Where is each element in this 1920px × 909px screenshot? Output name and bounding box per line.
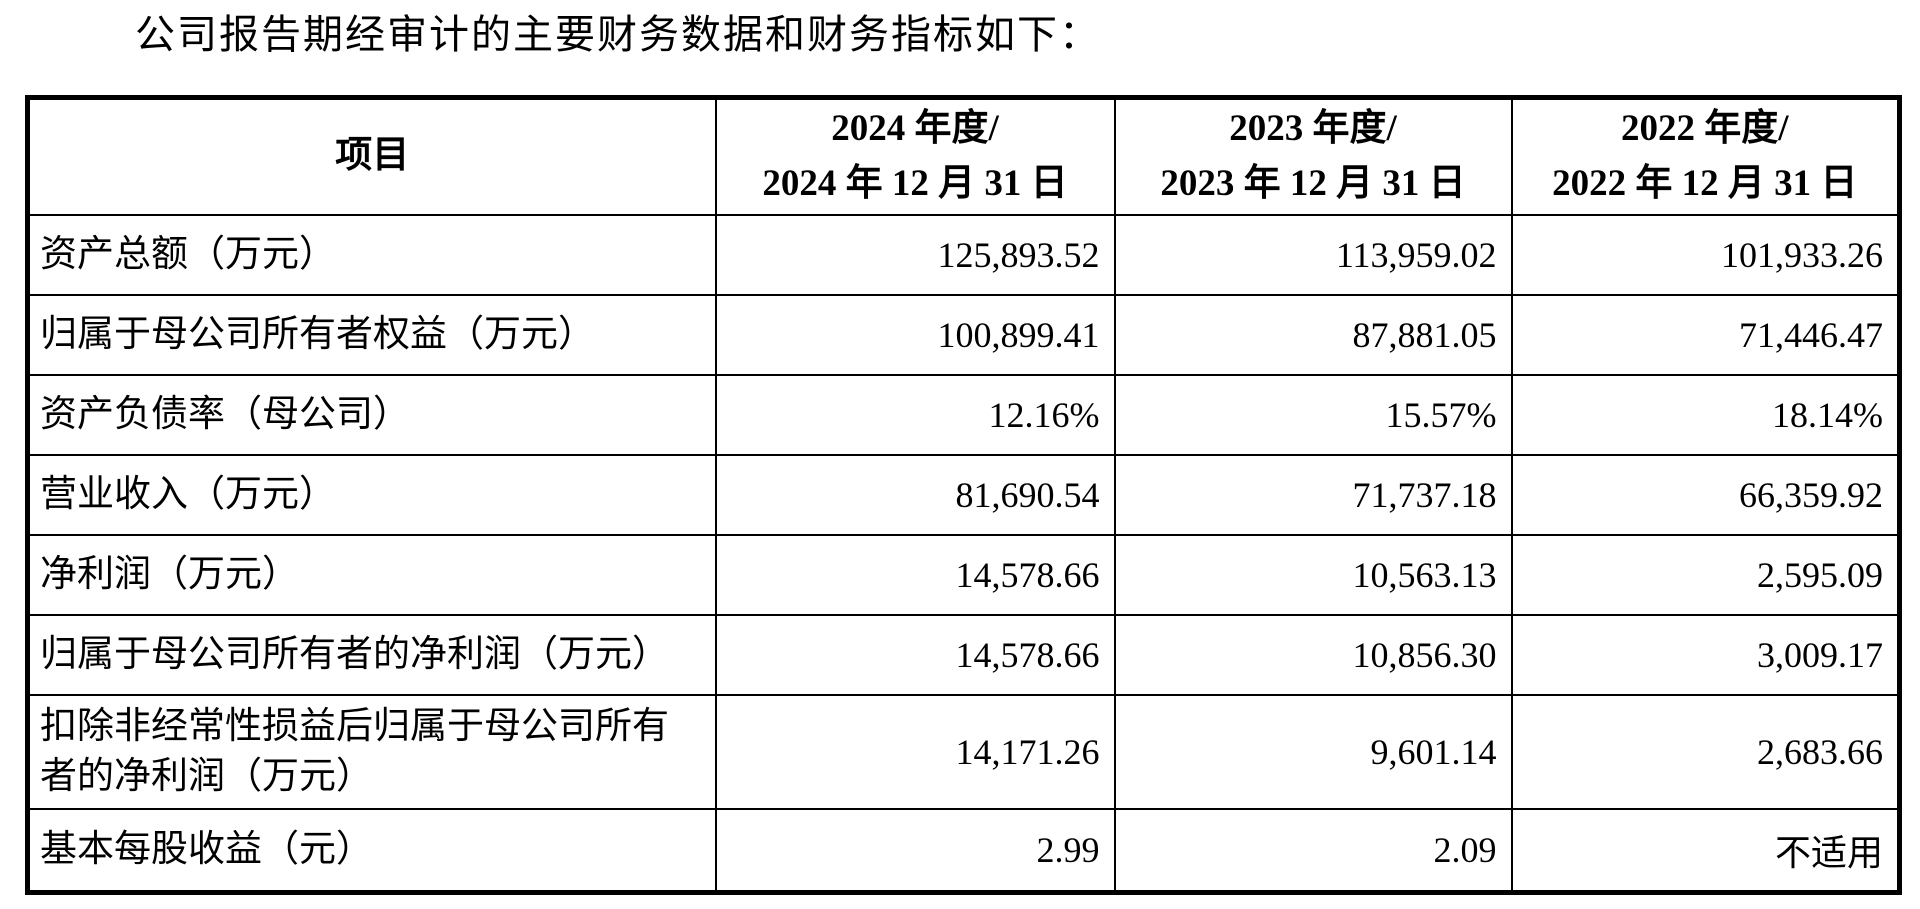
table-row-debt-ratio: 资产负债率（母公司） 12.16% 15.57% 18.14% (26, 373, 1901, 456)
header-row: 项目 2024 年度/ 2024 年 12 月 31 日 2023 年度/ 20… (26, 96, 1901, 216)
value-cell: 14,578.66 (714, 533, 1116, 616)
value-cell: 113,959.02 (1113, 213, 1513, 296)
table-row-total-assets: 资产总额（万元） 125,893.52 113,959.02 101,933.2… (26, 213, 1901, 296)
column-header-2022-line2: 2022 年 12 月 31 日 (1552, 162, 1858, 204)
item-header-label: 项目 (335, 135, 410, 177)
value-cell: 10,856.30 (1113, 613, 1513, 696)
value-cell: 12.16% (714, 373, 1116, 456)
column-header-2023-line2: 2023 年 12 月 31 日 (1160, 162, 1466, 204)
table-row-revenue: 营业收入（万元） 81,690.54 71,737.18 66,359.92 (26, 453, 1901, 536)
column-header-2023-line1: 2023 年度/ (1229, 108, 1397, 149)
value-cell: 不适用 (1510, 807, 1901, 894)
value-cell: 100,899.41 (714, 293, 1116, 376)
financial-table: 项目 2024 年度/ 2024 年 12 月 31 日 2023 年度/ 20… (25, 95, 1902, 895)
column-header-2022: 2022 年度/ 2022 年 12 月 31 日 (1510, 96, 1901, 216)
value-cell: 66,359.92 (1510, 453, 1901, 536)
column-header-2023: 2023 年度/ 2023 年 12 月 31 日 (1113, 96, 1513, 216)
item-cell: 归属于母公司所有者的净利润（万元） (26, 613, 717, 696)
item-cell: 营业收入（万元） (26, 453, 717, 536)
value-cell: 2.09 (1113, 807, 1513, 894)
value-cell: 2.99 (714, 807, 1116, 894)
page-title: 公司报告期经审计的主要财务数据和财务指标如下： (135, 12, 1101, 57)
value-cell: 125,893.52 (714, 213, 1116, 296)
value-cell: 14,171.26 (714, 693, 1116, 810)
item-cell: 资产总额（万元） (26, 213, 717, 296)
column-header-2024: 2024 年度/ 2024 年 12 月 31 日 (714, 96, 1116, 216)
column-header-item: 项目 (26, 96, 717, 216)
value-cell: 81,690.54 (714, 453, 1116, 536)
item-cell: 基本每股收益（元） (26, 807, 717, 894)
table-row-net-profit: 净利润（万元） 14,578.66 10,563.13 2,595.09 (26, 533, 1901, 616)
table-row-parent-equity: 归属于母公司所有者权益（万元） 100,899.41 87,881.05 71,… (26, 293, 1901, 376)
value-cell: 9,601.14 (1113, 693, 1513, 810)
value-cell: 87,881.05 (1113, 293, 1513, 376)
item-cell: 净利润（万元） (26, 533, 717, 616)
value-cell: 14,578.66 (714, 613, 1116, 696)
item-cell: 扣除非经常性损益后归属于母公司所有者的净利润（万元） (26, 693, 717, 810)
column-header-2022-line1: 2022 年度/ (1620, 108, 1789, 149)
value-cell: 2,683.66 (1510, 693, 1901, 810)
table-row-parent-net-profit: 归属于母公司所有者的净利润（万元） 14,578.66 10,856.30 3,… (26, 613, 1901, 696)
table-row-basic-eps: 基本每股收益（元） 2.99 2.09 不适用 (26, 807, 1901, 894)
value-cell: 15.57% (1113, 373, 1513, 456)
item-cell: 资产负债率（母公司） (26, 373, 717, 456)
value-cell: 18.14% (1510, 373, 1901, 456)
column-header-2024-line1: 2024 年度/ (831, 108, 999, 149)
value-cell: 2,595.09 (1510, 533, 1901, 616)
value-cell: 101,933.26 (1510, 213, 1901, 296)
value-cell: 71,446.47 (1510, 293, 1901, 376)
column-header-2024-line2: 2024 年 12 月 31 日 (762, 162, 1068, 204)
value-cell: 71,737.18 (1113, 453, 1513, 536)
value-cell: 3,009.17 (1510, 613, 1901, 696)
value-cell: 10,563.13 (1113, 533, 1513, 616)
item-cell: 归属于母公司所有者权益（万元） (26, 293, 717, 376)
table-row-deducted-net-profit: 扣除非经常性损益后归属于母公司所有者的净利润（万元） 14,171.26 9,6… (26, 693, 1901, 810)
